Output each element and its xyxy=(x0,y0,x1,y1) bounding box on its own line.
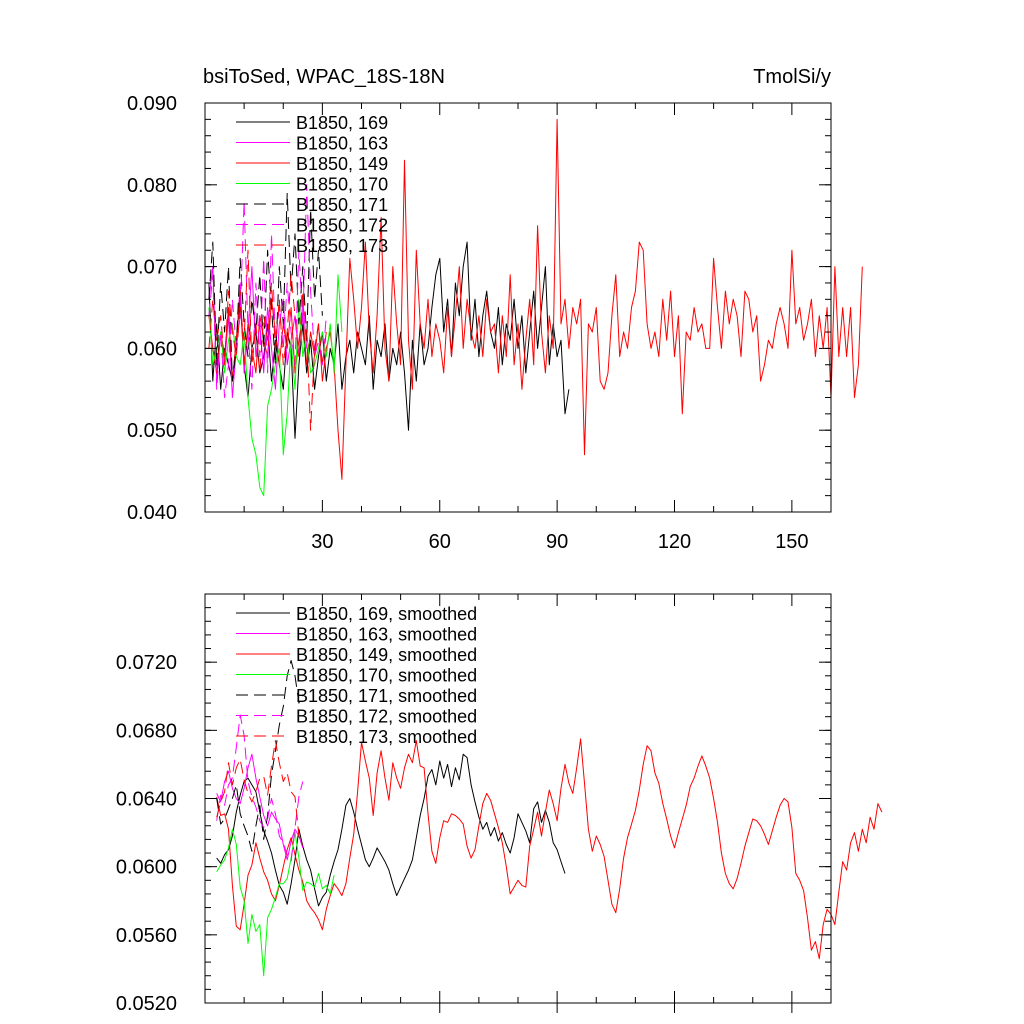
legend-label: B1850, 163 xyxy=(296,134,388,154)
y-tick-label: 0.050 xyxy=(127,420,177,442)
top-plot-frame xyxy=(204,102,832,513)
legend-label: B1850, 169, smoothed xyxy=(296,604,477,624)
series-line-1 xyxy=(216,753,566,907)
y-tick-label: 0.0720 xyxy=(116,652,177,674)
series-line-5 xyxy=(216,660,304,852)
legend-label: B1850, 170, smoothed xyxy=(296,666,477,686)
x-tick-label: 150 xyxy=(775,531,808,553)
legend-label: B1850, 172 xyxy=(296,216,388,236)
top-ticks: 30 60 90 120 150 0.040 0.050 0.060 0.070 0.080 0.0… xyxy=(127,93,831,553)
legend-label: B1850, 171, smoothed xyxy=(296,686,477,706)
y-tick-label: 0.0600 xyxy=(116,857,177,879)
legend-label: B1850, 172, smoothed xyxy=(296,707,477,727)
top-title-left: bsiToSed, WPAC_18S-18N xyxy=(203,66,445,88)
legend-label: B1850, 163, smoothed xyxy=(296,625,477,645)
series-line-7 xyxy=(216,740,304,845)
series-line-4 xyxy=(216,828,335,977)
top-title-right: TmolSi/y xyxy=(753,66,831,88)
y-tick-label: 0.0520 xyxy=(116,993,177,1015)
series-line-2 xyxy=(216,753,304,861)
y-tick-label: 0.040 xyxy=(127,502,177,524)
y-tick-label: 0.060 xyxy=(127,338,177,360)
x-tick-label: 90 xyxy=(546,531,568,553)
y-tick-label: 0.070 xyxy=(127,257,177,279)
y-tick-label: 0.0680 xyxy=(116,720,177,742)
bottom-plot-frame xyxy=(204,593,832,1004)
legend-label: B1850, 149, smoothed xyxy=(296,645,477,665)
bottom-ticks: 0.0520 0.0560 0.0600 0.0640 0.0680 0.0720 xyxy=(116,594,831,1015)
legend-label: B1850, 173 xyxy=(296,236,388,256)
bottom-panel: 0.0520 0.0560 0.0600 0.0640 0.0680 0.0720 B18… xyxy=(116,593,883,1015)
y-tick-label: 0.0640 xyxy=(116,789,177,811)
legend-label: B1850, 170 xyxy=(296,175,388,195)
legend-label: B1850, 171 xyxy=(296,195,388,215)
bottom-series-lines xyxy=(216,660,883,977)
series-line-5 xyxy=(208,192,323,382)
top-panel: bsiToSed, WPAC_18S-18N TmolSi/y 30 60 90 12… xyxy=(127,66,863,553)
legend-label: B1850, 169 xyxy=(296,113,388,133)
series-line-3 xyxy=(216,738,883,960)
y-tick-label: 0.080 xyxy=(127,175,177,197)
x-tick-label: 120 xyxy=(658,531,691,553)
y-tick-label: 0.090 xyxy=(127,93,177,115)
series-line-7 xyxy=(208,249,327,431)
legend-label: B1850, 149 xyxy=(296,154,388,174)
y-tick-label: 0.0560 xyxy=(116,925,177,947)
x-tick-label: 30 xyxy=(311,531,333,553)
top-series-lines xyxy=(208,118,863,497)
x-tick-label: 60 xyxy=(429,531,451,553)
series-line-6 xyxy=(208,184,327,398)
legend-label: B1850, 173, smoothed xyxy=(296,727,477,747)
